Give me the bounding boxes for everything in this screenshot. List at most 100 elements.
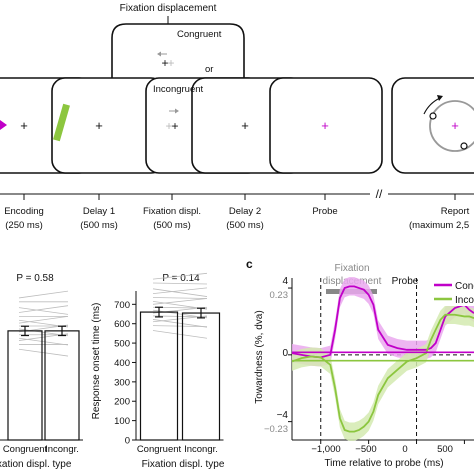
ytick-main-zero: 0 [282,348,288,359]
stage-name-delay1: Delay 1 [83,206,115,217]
report-dial-bottom [460,142,468,150]
legend-label-incongruent: Inco [455,295,474,306]
report-fixation: + [451,118,459,133]
bar2-ylabel: Response onset time (ms) [91,303,102,420]
bar-chart-1-plot [0,290,83,441]
ytick-main-top: 4 [282,276,288,287]
xtick-500: 500 [437,444,453,455]
ci-band-Inco [292,305,474,441]
ytick-label: 100 [114,416,130,427]
ytick-label: 700 [114,300,130,311]
line-chart-plot [288,277,474,444]
bar1-tick-congruent: Congruent [3,444,48,455]
panel-c: c Fixation displacement Probe Towardness… [246,257,474,469]
encoding-fixation: + [20,118,28,133]
ytick-label: 200 [114,397,130,408]
fixation-displacement-label: Fixation displacement [120,3,217,14]
subject-line [152,330,208,339]
ytick-main-bottom: −4 [277,410,289,421]
green-stimulus [53,103,70,142]
ytick-label: 600 [114,319,130,330]
subject-line [152,297,208,299]
legend-label-congruent: Cong [455,281,474,292]
stage-duration-delay2: (500 ms) [226,220,263,231]
probe-fixation: + [321,118,329,133]
subject-line [152,287,208,295]
ytick-label: 0 [125,436,130,447]
probe-title: Probe [392,276,419,287]
congruent-fixation-gray: + [167,56,174,70]
report-ring [429,100,474,152]
ytick-label: 400 [114,358,130,369]
ytick-label: 300 [114,377,130,388]
xtick-minus-1000: −1,000 [311,444,340,455]
ytick-sub-top: 0.23 [270,290,289,301]
stage-name-delay2: Delay 2 [229,206,261,217]
fixation-displacement-title-1: Fixation [334,263,369,274]
stage-name-fixation-displ: Fixation displ. [143,206,201,217]
subject-line [18,290,69,299]
bar-chart-2: P = 0.14 Response onset time (ms) 0 100 20… [91,272,225,470]
stage-name-encoding: Encoding [4,206,44,217]
subject-line [152,298,208,305]
bar-chart-2-yticks: 0 100 200 300 400 500 600 700 [114,300,136,447]
congruent-arrow-head [157,51,161,57]
subject-line [18,337,69,346]
incongruent-label: Incongruent [153,84,204,95]
magenta-stimulus [0,120,7,130]
panel-b: P = 0.58 Congruent Incongr. Fixation dis… [0,272,225,470]
timeline-break-icon: // [376,187,383,201]
subject-line [152,282,208,285]
bar-Incongr. [44,330,80,441]
incongruent-arrow-head [175,108,179,114]
subject-line [18,315,69,324]
bar-Congruent [7,330,43,441]
subject-lines [18,290,69,357]
report-dial-left [429,112,437,120]
incongruent-fixation-gray: + [165,119,172,133]
delay2-fixation: + [241,118,249,133]
subject-line [152,325,208,328]
stage-name-probe: Probe [312,206,337,217]
congruent-fixation-black: + [161,56,168,70]
panel-c-ylabel: Towardness (%, dva) [254,310,265,403]
line-Inco [291,313,474,433]
subject-line [18,307,69,315]
bar-chart-2-plot [135,272,224,441]
bar1-xlabel: Fixation displ. type [0,459,72,470]
xtick-minus-500: −500 [355,444,376,455]
bar-Incongr. [181,312,221,441]
bar2-xlabel: Fixation displ. type [142,459,225,470]
subject-line [18,328,69,337]
ytick-sub-bottom: −0.23 [264,424,288,435]
stage-duration-fixation-displ: (500 ms) [153,220,190,231]
p-value-2: P = 0.14 [162,273,200,284]
probe-frame [269,77,383,174]
subject-line [152,319,208,328]
panel-c-letter: c [246,257,253,271]
legend-box [429,274,474,306]
report-frame [391,77,474,174]
report-rotation-arrowhead [437,95,443,101]
delay1-fixation: + [95,118,103,133]
stage-duration-report: (maximum 2,5 [409,220,469,231]
bar-chart-1: P = 0.58 Congruent Incongr. Fixation dis… [0,273,83,470]
p-value-1: P = 0.58 [16,273,54,284]
line-Cong [291,285,474,359]
timeline-ticks [23,194,456,200]
subject-line [152,272,208,280]
bar2-tick-incongruent: Incongr. [184,444,218,455]
subject-line [152,288,208,297]
panel-a: Fixation displacement Congruent + + or +… [0,3,474,231]
incongruent-fixation-black: + [171,119,178,133]
xtick-0: 0 [402,444,407,455]
subject-line [18,305,69,313]
subject-line [18,348,69,357]
or-label: or [205,64,213,75]
bar2-tick-congruent: Congruent [137,444,182,455]
subject-line [152,309,208,319]
stage-name-report: Report [441,206,470,217]
ytick-label: 500 [114,339,130,350]
congruent-label: Congruent [177,29,222,40]
stage-duration-encoding: (250 ms) [5,220,42,231]
